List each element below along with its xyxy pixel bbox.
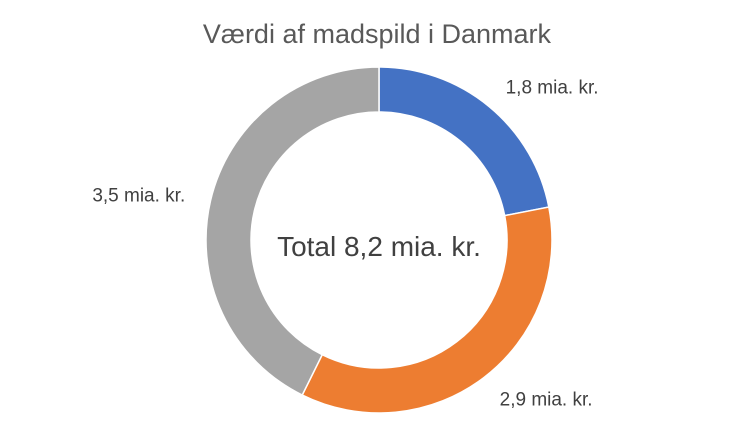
doughnut-slices bbox=[205, 66, 553, 414]
center-total-label: Total 8,2 mia. kr. bbox=[277, 231, 481, 262]
data-labels: 1,8 mia. kr. 2,9 mia. kr. 3,5 mia. kr. bbox=[92, 77, 598, 410]
data-label-1: 1,8 mia. kr. bbox=[506, 77, 599, 98]
chart-title: Værdi af madspild i Danmark bbox=[203, 19, 552, 49]
doughnut-slice-3 bbox=[205, 66, 380, 397]
data-label-2: 2,9 mia. kr. bbox=[500, 389, 593, 410]
doughnut-slice-2 bbox=[301, 206, 553, 414]
data-label-3: 3,5 mia. kr. bbox=[92, 186, 185, 207]
